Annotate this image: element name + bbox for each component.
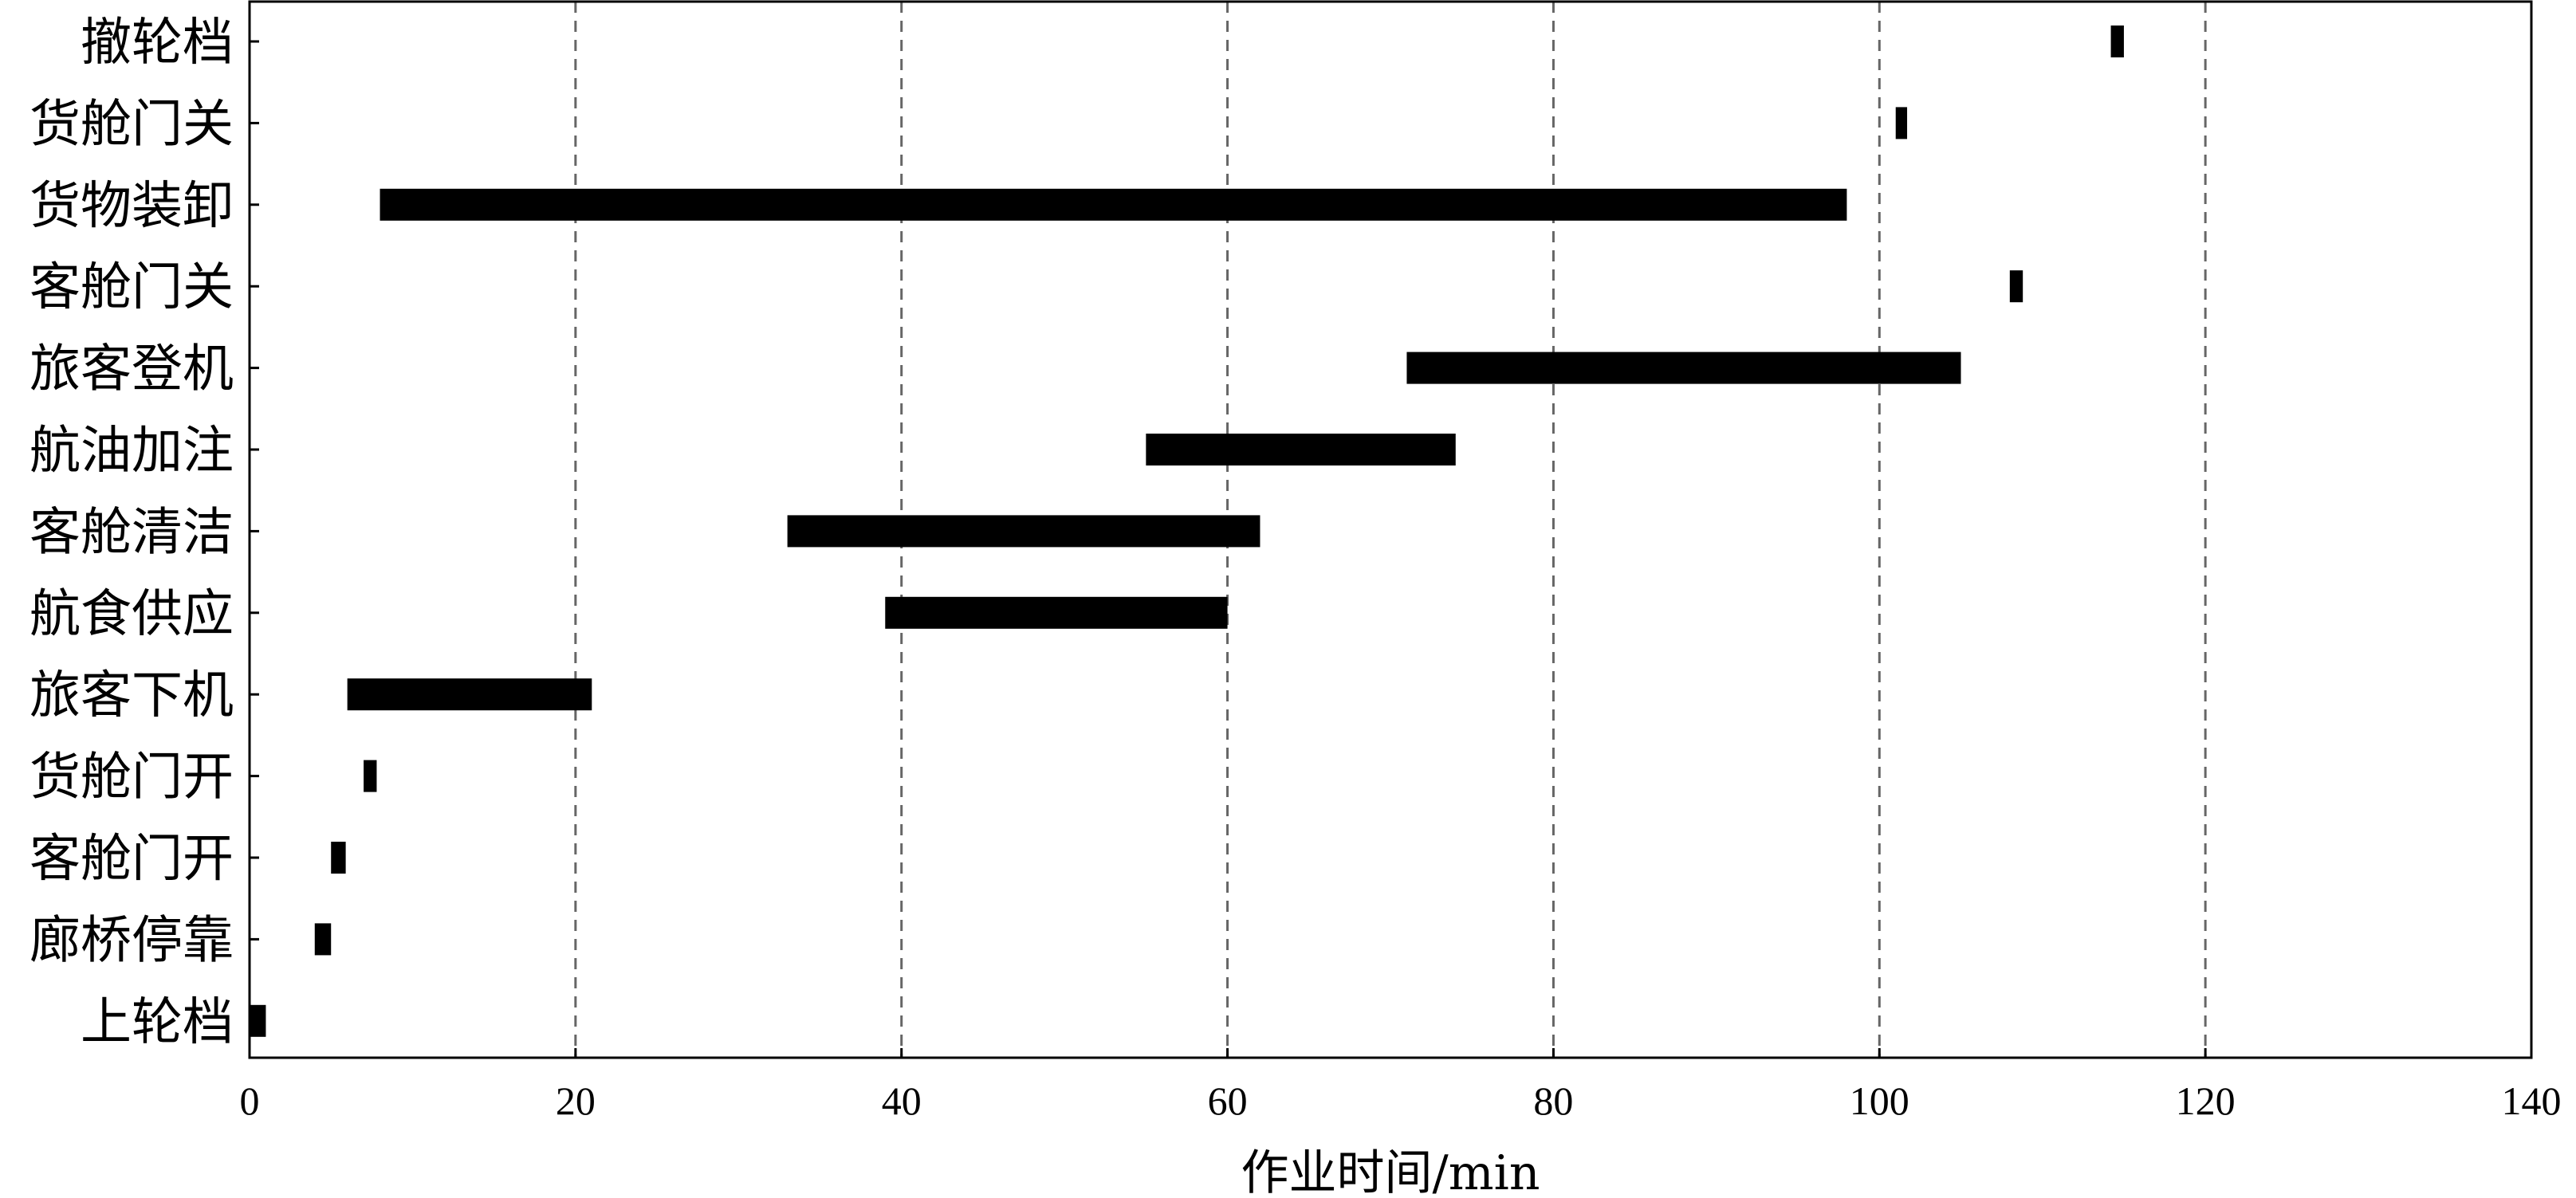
x-axis-title: 作业时间/min (1241, 1145, 1540, 1198)
x-tick-label: 120 (2176, 1078, 2236, 1123)
y-category-label: 撤轮档 (81, 14, 234, 73)
x-tick-label: 20 (556, 1078, 596, 1123)
task-bar (1406, 352, 1961, 384)
task-bar (331, 842, 346, 874)
task-bar (787, 515, 1260, 548)
grid-lines (574, 2, 2207, 1058)
task-bars (250, 26, 2124, 1037)
task-bar (364, 760, 377, 792)
y-category-label: 航食供应 (29, 585, 234, 644)
x-tick-label: 80 (1533, 1078, 1573, 1123)
task-bar (885, 596, 1228, 629)
x-tick-label: 140 (2502, 1078, 2562, 1123)
task-bar (2110, 26, 2124, 57)
plot-frame (248, 0, 2533, 1059)
task-bar (314, 923, 332, 956)
task-bar (2009, 270, 2023, 303)
y-category-label: 货舱门关 (29, 95, 234, 154)
y-category-label: 客舱清洁 (29, 503, 234, 562)
task-bar (1895, 107, 1908, 139)
y-category-label: 客舱门开 (29, 830, 234, 889)
y-category-label: 航油加注 (29, 422, 234, 481)
x-tick-label: 40 (882, 1078, 922, 1123)
y-category-label: 廊桥停靠 (29, 911, 234, 970)
task-bar (380, 188, 1847, 221)
y-category-label: 货物装卸 (29, 177, 234, 236)
task-bar (347, 678, 592, 711)
y-axis-labels: 撤轮档货舱门关货物装卸客舱门关旅客登机航油加注客舱清洁航食供应旅客下机货舱门开客… (29, 14, 259, 1052)
y-category-label: 旅客下机 (29, 666, 234, 725)
y-category-label: 客舱门关 (29, 258, 234, 317)
x-axis-ticks: 0 20 40 60 80 100 120 140 (240, 1048, 2562, 1123)
task-bar (1146, 434, 1456, 465)
y-category-label: 上轮档 (81, 993, 234, 1052)
y-category-label: 货舱门开 (29, 748, 234, 807)
y-category-label: 旅客登机 (29, 340, 234, 399)
x-tick-label: 60 (1208, 1078, 1248, 1123)
x-tick-label: 100 (1850, 1078, 1909, 1123)
x-tick-label: 0 (240, 1078, 260, 1123)
